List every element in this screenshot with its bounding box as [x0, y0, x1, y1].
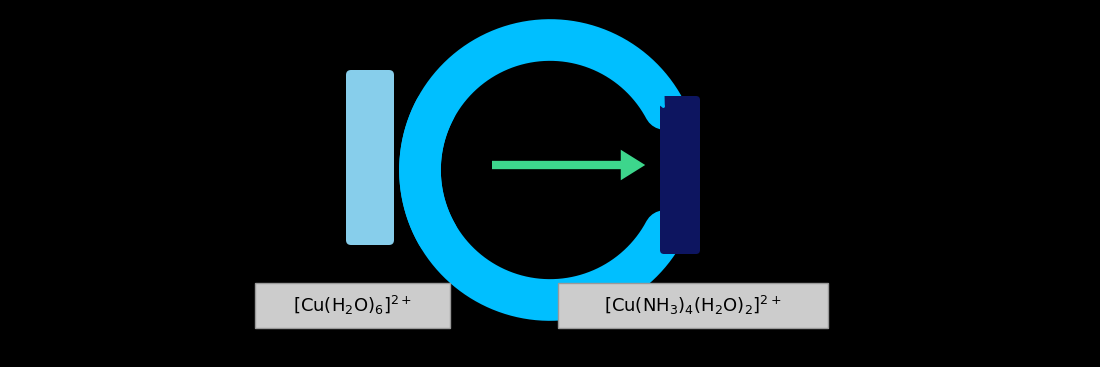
Text: $[\mathrm{Cu(H_2O)_6}]^{2+}$: $[\mathrm{Cu(H_2O)_6}]^{2+}$	[293, 294, 412, 317]
FancyBboxPatch shape	[558, 283, 828, 328]
FancyBboxPatch shape	[346, 70, 394, 245]
Text: $[\mathrm{Cu(NH_3)_4(H_2O)_2}]^{2+}$: $[\mathrm{Cu(NH_3)_4(H_2O)_2}]^{2+}$	[604, 294, 782, 317]
FancyBboxPatch shape	[660, 96, 700, 254]
FancyBboxPatch shape	[255, 283, 450, 328]
